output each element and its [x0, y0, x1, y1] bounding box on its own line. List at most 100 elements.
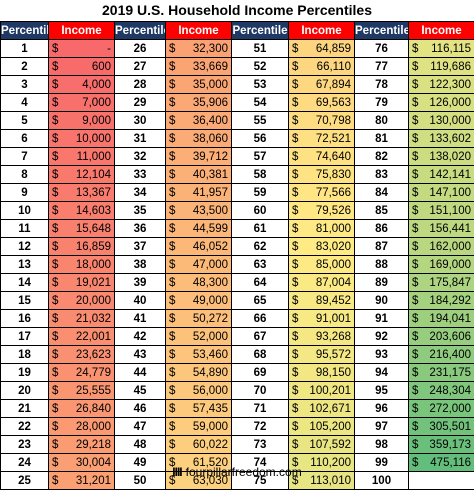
- percentile-cell: 36: [115, 220, 166, 238]
- currency-symbol: $: [292, 403, 298, 415]
- currency-symbol: $: [292, 97, 298, 109]
- percentile-cell: 12: [1, 238, 49, 256]
- income-value: 126,000: [429, 97, 471, 109]
- income-value: 21,032: [76, 313, 111, 325]
- income-header: Income: [166, 22, 232, 40]
- income-cell: $-: [49, 40, 115, 58]
- currency-symbol: $: [52, 385, 58, 397]
- percentile-cell: 62: [232, 238, 289, 256]
- currency-symbol: $: [169, 133, 175, 145]
- site-logo-mark: IIII: [172, 463, 181, 482]
- income-cell: $359,173: [409, 436, 474, 454]
- income-cell: $21,032: [49, 310, 115, 328]
- currency-symbol: $: [412, 151, 418, 163]
- percentile-cell: 3: [1, 76, 49, 94]
- income-value: 133,602: [429, 133, 471, 145]
- currency-symbol: $: [169, 43, 175, 55]
- income-cell: $14,603: [49, 202, 115, 220]
- percentile-cell: 4: [1, 94, 49, 112]
- currency-symbol: $: [292, 439, 298, 451]
- income-cell: $151,100: [409, 202, 474, 220]
- currency-symbol: $: [292, 295, 298, 307]
- currency-symbol: $: [292, 133, 298, 145]
- income-value: 23,623: [76, 349, 111, 361]
- percentile-cell: 73: [232, 436, 289, 454]
- income-cell: $175,847: [409, 274, 474, 292]
- income-value: 53,460: [193, 349, 228, 361]
- income-cell: $18,000: [49, 256, 115, 274]
- currency-symbol: $: [292, 205, 298, 217]
- currency-symbol: $: [169, 61, 175, 73]
- income-value: 69,563: [316, 97, 351, 109]
- income-value: 25,555: [76, 385, 111, 397]
- income-cell: $231,175: [409, 364, 474, 382]
- income-value: 14,603: [76, 205, 111, 217]
- income-cell: $12,104: [49, 166, 115, 184]
- currency-symbol: $: [169, 403, 175, 415]
- currency-symbol: $: [412, 421, 418, 433]
- currency-symbol: $: [52, 187, 58, 199]
- income-value: 105,200: [309, 421, 351, 433]
- income-value: 248,304: [429, 385, 471, 397]
- income-value: 7,000: [82, 97, 111, 109]
- currency-symbol: $: [292, 151, 298, 163]
- percentile-cell: 97: [355, 418, 409, 436]
- percentile-cell: 87: [355, 238, 409, 256]
- income-cell: $74,640: [289, 148, 355, 166]
- percentile-cell: 7: [1, 148, 49, 166]
- percentile-cell: 63: [232, 256, 289, 274]
- percentile-cell: 22: [1, 418, 49, 436]
- percentile-cell: 8: [1, 166, 49, 184]
- income-value: 24,779: [76, 367, 111, 379]
- income-value: 38,060: [193, 133, 228, 145]
- currency-symbol: $: [292, 169, 298, 181]
- percentile-cell: 17: [1, 328, 49, 346]
- percentile-cell: 23: [1, 436, 49, 454]
- percentile-cell: 35: [115, 202, 166, 220]
- income-value: 29,218: [76, 439, 111, 451]
- currency-symbol: $: [169, 97, 175, 109]
- income-value: 47,000: [193, 259, 228, 271]
- percentile-cell: 27: [115, 58, 166, 76]
- income-value: 28,000: [76, 421, 111, 433]
- percentile-cell: 90: [355, 292, 409, 310]
- income-cell: $272,000: [409, 400, 474, 418]
- income-value: 216,400: [429, 349, 471, 361]
- percentile-cell: 76: [355, 40, 409, 58]
- currency-symbol: $: [169, 79, 175, 91]
- percentile-cell: 60: [232, 202, 289, 220]
- income-cell: $25,555: [49, 382, 115, 400]
- percentile-cell: 13: [1, 256, 49, 274]
- income-cell: $24,779: [49, 364, 115, 382]
- income-value: 162,000: [429, 241, 471, 253]
- currency-symbol: $: [412, 331, 418, 343]
- income-cell: $52,000: [166, 328, 232, 346]
- currency-symbol: $: [52, 295, 58, 307]
- percentile-cell: 61: [232, 220, 289, 238]
- currency-symbol: $: [52, 205, 58, 217]
- income-value: 169,000: [429, 259, 471, 271]
- percentile-cell: 95: [355, 382, 409, 400]
- percentile-cell: 14: [1, 274, 49, 292]
- income-cell: $122,300: [409, 76, 474, 94]
- currency-symbol: $: [292, 313, 298, 325]
- currency-symbol: $: [52, 43, 58, 55]
- income-cell: $44,599: [166, 220, 232, 238]
- income-value: 87,004: [316, 277, 351, 289]
- income-value: 52,000: [193, 331, 228, 343]
- income-value: 13,367: [76, 187, 111, 199]
- currency-symbol: $: [412, 385, 418, 397]
- percentile-cell: 80: [355, 112, 409, 130]
- income-value: 194,041: [429, 313, 471, 325]
- percentile-cell: 9: [1, 184, 49, 202]
- currency-symbol: $: [169, 277, 175, 289]
- currency-symbol: $: [169, 187, 175, 199]
- site-name: fourpillarfreedom.com: [186, 465, 302, 479]
- income-cell: $69,563: [289, 94, 355, 112]
- percentile-cell: 55: [232, 112, 289, 130]
- income-cell: $64,859: [289, 40, 355, 58]
